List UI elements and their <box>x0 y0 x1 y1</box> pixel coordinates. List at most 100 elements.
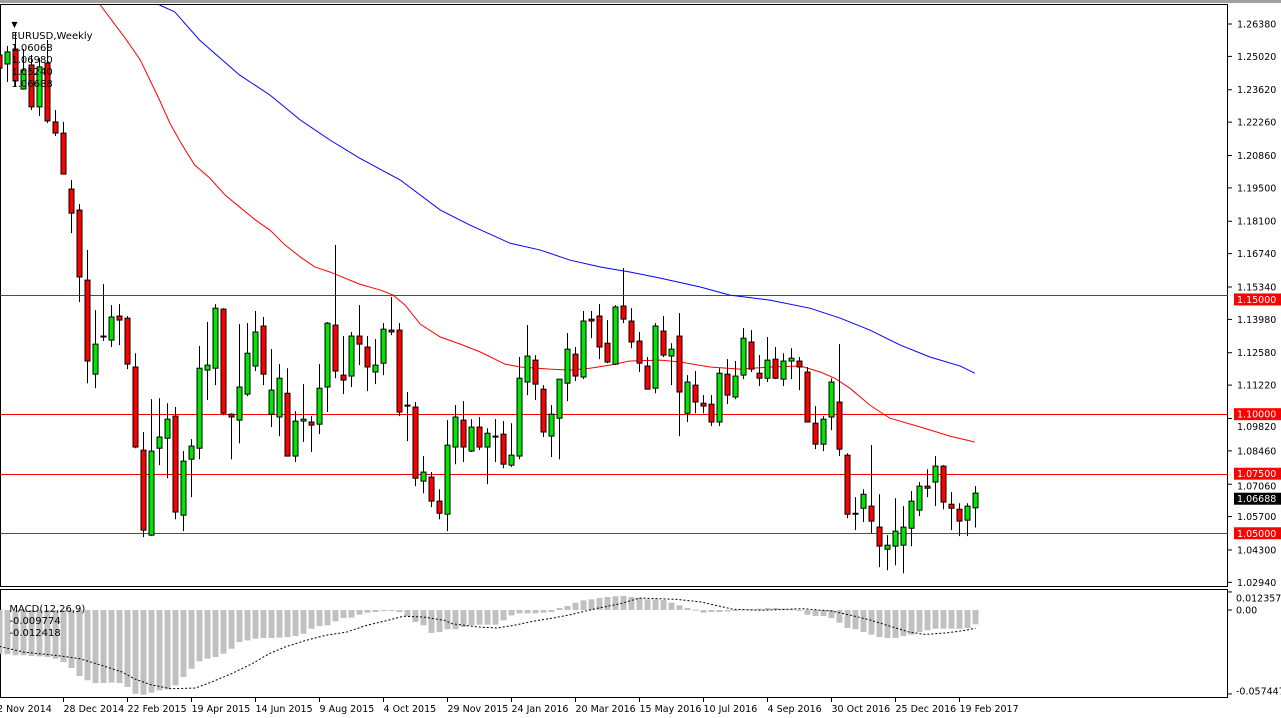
candle-body <box>548 413 555 437</box>
candle <box>332 245 339 379</box>
macd-histogram-bar <box>36 610 43 657</box>
candle-body <box>276 377 283 418</box>
macd-histogram-bar <box>836 610 843 623</box>
macd-histogram-bar <box>436 610 443 633</box>
macd-signal-line <box>0 597 976 690</box>
macd-histogram-bar <box>700 610 707 613</box>
candle <box>692 371 699 414</box>
candle-body <box>708 403 715 423</box>
time-tick-label: 9 Aug 2015 <box>320 704 375 715</box>
candle <box>500 421 507 469</box>
candle-body <box>676 335 683 393</box>
candle-body <box>812 422 819 445</box>
time-tick-label: 4 Oct 2015 <box>384 704 437 715</box>
macd-histogram-bar <box>140 610 147 695</box>
candle-body <box>868 505 875 522</box>
moving-average-fast-line <box>99 4 975 443</box>
candle <box>436 489 443 520</box>
ohlc-low: 1.05240 <box>11 67 53 78</box>
candle <box>956 503 963 537</box>
candle <box>924 469 931 498</box>
candle <box>68 180 75 234</box>
candle <box>196 346 203 460</box>
macd-histogram-bar <box>460 610 467 627</box>
macd-histogram-bar <box>612 596 619 610</box>
candle-body <box>620 305 627 320</box>
macd-header: MACD(12,26,9) -0.009774 -0.012418 <box>3 592 85 640</box>
candle <box>860 489 867 523</box>
macd-histogram-bar <box>508 610 515 616</box>
candle-body <box>76 209 83 278</box>
candle <box>628 308 635 349</box>
macd-histogram-bar <box>188 610 195 669</box>
candle <box>884 535 891 571</box>
candle <box>36 58 43 116</box>
macd-histogram-bar <box>116 610 123 684</box>
macd-histogram-bar <box>812 610 819 616</box>
candle <box>524 325 531 396</box>
horizontal-levels <box>1 295 1228 534</box>
moving-averages <box>99 4 975 443</box>
candle <box>340 336 347 395</box>
candle <box>284 368 291 457</box>
symbol-dropdown-icon[interactable]: ▼ <box>11 20 18 29</box>
macd-histogram-bar <box>172 610 179 686</box>
candle-body <box>196 367 203 449</box>
macd-histogram-bar <box>212 610 219 658</box>
candle-body <box>724 373 731 396</box>
macd-histogram-bar <box>124 610 131 687</box>
candle <box>660 316 667 358</box>
time-tick-label: 2 Nov 2014 <box>0 704 52 715</box>
candle <box>964 503 971 537</box>
time-tick-label: 10 Jul 2016 <box>704 704 758 715</box>
candle <box>268 349 275 428</box>
candle-body <box>636 340 643 364</box>
macd-histogram-bar <box>948 610 955 629</box>
macd-histogram-bar <box>588 599 595 610</box>
candle-body <box>0 54 3 69</box>
candle <box>516 357 523 460</box>
candle-body <box>924 485 931 489</box>
macd-histogram-bar <box>236 610 243 642</box>
candle-body <box>84 279 91 362</box>
candle-body <box>124 317 131 365</box>
macd-histogram-bar <box>556 607 563 610</box>
candle-body <box>804 371 811 423</box>
price-level-tag <box>1234 408 1281 421</box>
candle <box>932 456 939 507</box>
candle-body <box>964 505 971 521</box>
macd-histogram-bar <box>724 610 731 612</box>
candle <box>292 411 299 463</box>
candle-body <box>228 413 235 418</box>
candle-body <box>380 328 387 364</box>
candle <box>804 367 811 423</box>
macd-histogram-bar <box>132 610 139 694</box>
candle <box>900 506 907 574</box>
candle-body <box>260 325 267 375</box>
candle <box>612 305 619 366</box>
macd-histogram-bar <box>340 610 347 619</box>
price-level-tag-label: 1.07500 <box>1237 469 1276 480</box>
candle <box>324 321 331 413</box>
price-tick-label: 1.12580 <box>1237 348 1276 359</box>
candle-body <box>956 508 963 522</box>
macd-histogram-bar <box>268 610 275 639</box>
candle <box>940 465 947 510</box>
candle <box>820 416 827 452</box>
candle-body <box>748 341 755 370</box>
candle-body <box>476 426 483 448</box>
candle <box>0 54 3 69</box>
time-axis: 2 Nov 2014 28 Dec 2014 22 Feb 2015 19 Apr 2… <box>0 698 1019 715</box>
macd-histogram-bar <box>644 599 651 610</box>
candle-body <box>140 449 147 531</box>
macd-tick-label: -0.057447 <box>1236 687 1281 698</box>
candle-body <box>756 372 763 379</box>
macd-tick-label: 0.00 <box>1236 606 1257 617</box>
candle-body <box>564 348 571 384</box>
macd-tick-label: 0.012357 <box>1236 594 1281 605</box>
macd-histogram-bar <box>300 610 307 634</box>
candle <box>868 445 875 534</box>
macd-histogram-bar <box>100 610 107 684</box>
candle-body <box>940 465 947 503</box>
